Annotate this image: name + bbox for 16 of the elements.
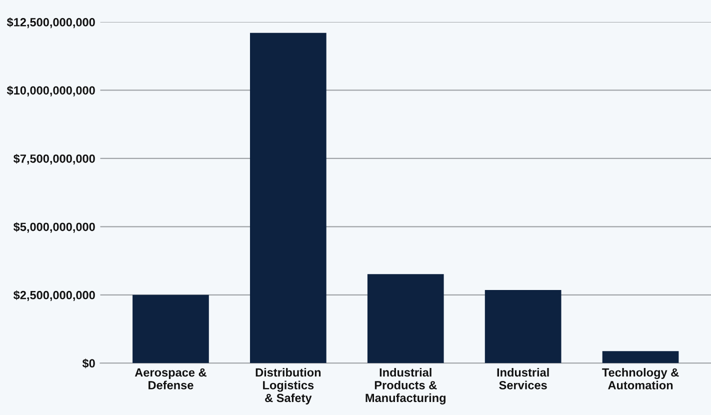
x-tick-label: Distribution Logistics & Safety bbox=[256, 368, 321, 404]
y-tick-label: $5,000,000,000 bbox=[13, 222, 95, 233]
y-tick-label: $7,500,000,000 bbox=[13, 154, 95, 165]
bar bbox=[602, 351, 679, 364]
y-tick-label: $10,000,000,000 bbox=[6, 86, 95, 96]
y-tick-label: $12,500,000,000 bbox=[6, 18, 95, 28]
bar bbox=[132, 294, 209, 364]
x-tick-label: Technology & Automation bbox=[602, 368, 679, 390]
y-tick-label: $2,500,000,000 bbox=[13, 290, 95, 302]
bar bbox=[250, 32, 326, 364]
bar bbox=[484, 290, 562, 364]
x-tick-label: Industrial Products & Manufacturing bbox=[366, 368, 446, 404]
x-tick-label: Industrial Services bbox=[497, 368, 549, 390]
x-tick-label: Aerospace & Defense bbox=[134, 368, 206, 390]
bar bbox=[367, 274, 444, 364]
y-tick-label: $0 bbox=[82, 358, 95, 368]
